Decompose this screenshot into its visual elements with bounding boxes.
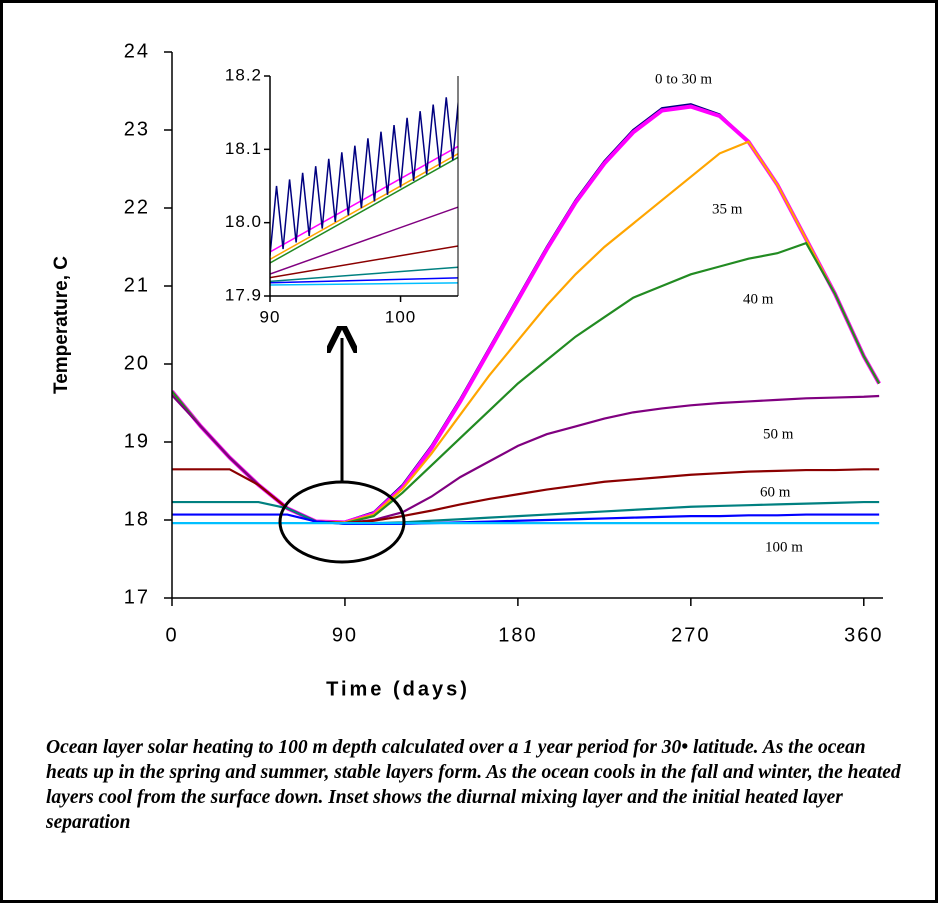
series-line [172, 513, 880, 525]
main-plot: 0 to 30 m 35 m 40 m 50 m 60 m 100 m 17 18 19 20 21… [124, 40, 883, 646]
y-tick-label: 22 [124, 196, 150, 218]
series-label: 50 m [763, 426, 794, 442]
series-line [270, 245, 458, 279]
x-tick-label: 100 [385, 307, 416, 326]
y-tick-label: 23 [124, 118, 150, 140]
series-line [270, 282, 458, 286]
y-tick-label: 18 [124, 508, 150, 530]
caption: Ocean layer solar heating to 100 m depth… [46, 737, 901, 833]
series-line [270, 277, 458, 284]
series-group [270, 96, 458, 286]
y-tick-label: 18.2 [225, 65, 262, 84]
series-label: 0 to 30 m [655, 71, 712, 87]
x-tick-label: 180 [498, 624, 537, 646]
y-tick-label: 19 [124, 430, 150, 452]
y-tick-label: 18.1 [225, 139, 262, 158]
y-tick-label: 17.9 [225, 285, 262, 304]
series-line [270, 145, 458, 253]
series-label: 60 m [760, 484, 791, 500]
inset-plot: 17.9 18.0 18.1 18.2 90 100 [210, 62, 464, 326]
x-tick-label: 90 [332, 624, 358, 646]
x-axis-title: Time (days) [326, 678, 470, 700]
series-group [172, 103, 881, 526]
series-label: 40 m [743, 291, 774, 307]
series-label: 100 m [765, 539, 803, 555]
series-line [270, 96, 458, 256]
y-tick-label: 21 [124, 274, 150, 296]
series-line [270, 156, 458, 264]
series-line [172, 500, 880, 526]
series-label: 35 m [712, 201, 743, 217]
x-tick-label: 270 [671, 624, 710, 646]
x-tick-label: 0 [165, 624, 178, 646]
y-axis-title: Temperature, C [51, 256, 72, 394]
y-tick-label: 18.0 [225, 212, 262, 231]
inset-background [210, 62, 464, 326]
x-tick-label: 90 [260, 307, 281, 326]
series-line [270, 152, 458, 260]
series-line [270, 206, 458, 275]
y-tick-label: 17 [124, 586, 150, 608]
y-tick-label: 20 [124, 352, 150, 374]
series-line [270, 266, 458, 283]
x-tick-label: 360 [844, 624, 883, 646]
y-tick-label: 24 [124, 40, 150, 62]
